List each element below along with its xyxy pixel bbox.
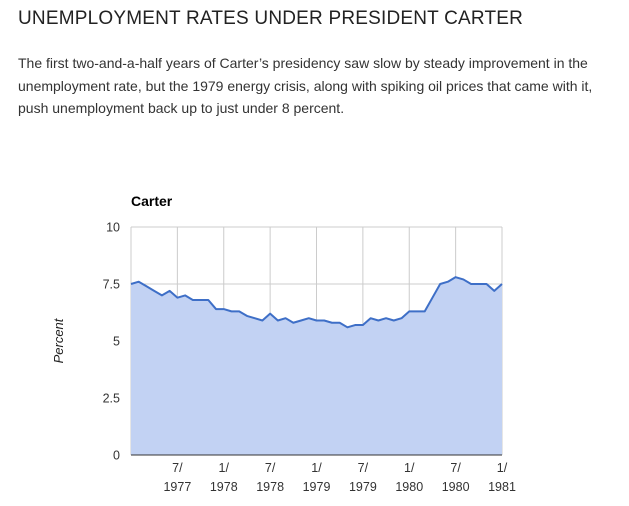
y-tick-label: 10 [106, 221, 120, 235]
y-tick-label: 7.5 [103, 278, 120, 292]
x-tick-label-line2: 1980 [395, 480, 423, 494]
x-tick-label-line2: 1979 [349, 480, 377, 494]
x-tick-label-line2: 1979 [303, 480, 331, 494]
unemployment-chart: 0 2.5 5 7.5 10 7/1977 1/1978 7/1978 1/1979 7/1979… [51, 193, 516, 495]
x-tick-label-line2: 1981 [488, 480, 516, 494]
x-tick-label-line2: 1980 [442, 480, 470, 494]
intro-paragraph: The first two-and-a-half years of Carter… [18, 55, 593, 116]
x-tick-label-line1: 7/ [265, 461, 276, 475]
x-tick-label-line2: 1978 [256, 480, 284, 494]
series-line [130, 276, 503, 329]
x-tick-label-line1: 7/ [358, 461, 369, 475]
y-axis-title: Percent [51, 317, 66, 363]
y-tick-label: 5 [113, 335, 120, 349]
x-tick-label-line2: 1978 [210, 480, 238, 494]
x-tick-label-line2: 1977 [163, 480, 191, 494]
series-area-fill [131, 277, 502, 455]
axes: 0 2.5 5 7.5 10 7/1977 1/1978 7/1978 1/1979 7/1979… [103, 221, 516, 495]
x-tick-label-line1: 7/ [450, 461, 461, 475]
y-tick-label: 2.5 [103, 392, 120, 406]
x-tick-label-line1: 7/ [172, 461, 183, 475]
page-heading: UNEMPLOYMENT RATES UNDER PRESIDENT CARTE… [18, 8, 524, 29]
x-tick-label-line1: 1/ [497, 461, 508, 475]
x-tick-label-line1: 1/ [219, 461, 230, 475]
x-tick-label-line1: 1/ [404, 461, 415, 475]
chart-title: Carter [131, 193, 173, 209]
x-tick-label-line1: 1/ [311, 461, 322, 475]
y-tick-label: 0 [113, 449, 120, 463]
